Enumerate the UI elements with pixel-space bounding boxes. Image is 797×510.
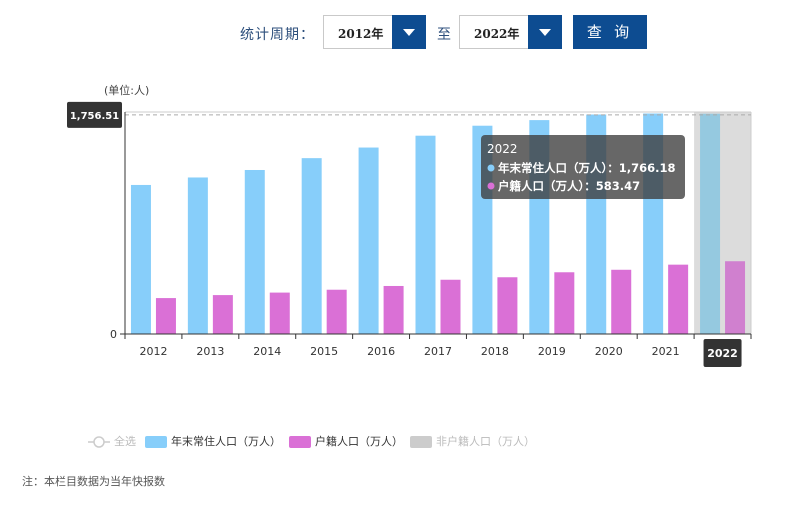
footnote: 注：本栏目数据为当年快报数 (22, 475, 165, 488)
tooltip-line-0: 年末常住人口（万人）：1,766.18 (498, 161, 676, 175)
bar-resident-2022[interactable] (700, 113, 721, 334)
unit-label: (单位:人) (104, 84, 150, 97)
end-year-select[interactable]: 2022年 (459, 15, 562, 49)
end-year-value: 2022年 (474, 27, 520, 41)
x-tick-label-2020: 2020 (595, 345, 623, 358)
bar-registered-2020[interactable] (611, 269, 632, 334)
bar-resident-2013[interactable] (187, 177, 208, 334)
legend-swatch-nonregistered (410, 436, 432, 448)
x-tick-label-2021: 2021 (652, 345, 680, 358)
start-year-value: 2012年 (338, 27, 384, 41)
bar-resident-2014[interactable] (244, 169, 265, 334)
bar-registered-2022[interactable] (725, 261, 746, 334)
to-label: 至 (437, 27, 451, 43)
legend-label-registered: 户籍人口（万人） (315, 435, 403, 448)
legend-label-resident: 年末常住人口（万人） (171, 435, 281, 448)
x-tick-label-2016: 2016 (367, 345, 395, 358)
tooltip-title: 2022 (487, 142, 518, 156)
chart-legend: 全选 年末常住人口（万人） 户籍人口（万人） 非户籍人口（万人） (0, 434, 797, 450)
x-tick-label-2012: 2012 (139, 345, 167, 358)
bar-registered-2017[interactable] (440, 279, 461, 334)
bar-resident-2015[interactable] (301, 158, 322, 334)
legend-swatch-registered (289, 436, 311, 448)
bar-registered-2016[interactable] (383, 285, 404, 334)
bar-registered-2019[interactable] (554, 272, 575, 334)
x-tick-label-2013: 2013 (196, 345, 224, 358)
tooltip-line-1: 户籍人口（万人）：583.47 (498, 179, 640, 193)
x-tick-label-2022: 2022 (707, 347, 738, 360)
start-year-select[interactable]: 2012年 (323, 15, 426, 49)
tooltip-marker-1 (487, 182, 495, 190)
x-tick-label-2019: 2019 (538, 345, 566, 358)
bar-resident-2016[interactable] (358, 147, 379, 334)
bar-registered-2018[interactable] (497, 277, 518, 334)
bar-registered-2021[interactable] (668, 264, 689, 334)
x-tick-label-2018: 2018 (481, 345, 509, 358)
x-tick-label-2014: 2014 (253, 345, 281, 358)
bar-registered-2014[interactable] (269, 292, 290, 334)
period-filter: 统计周期： 2012年 至 2022年 查 询 (0, 15, 797, 51)
x-tick-label-2017: 2017 (424, 345, 452, 358)
y-tick-label: 0 (110, 328, 117, 341)
bar-registered-2012[interactable] (155, 298, 176, 334)
chevron-down-icon[interactable] (392, 15, 426, 49)
bar-registered-2013[interactable] (212, 295, 233, 334)
select-all-icon (88, 436, 110, 448)
bar-resident-2017[interactable] (415, 135, 436, 334)
tooltip-marker-0 (487, 164, 495, 172)
period-label: 统计周期： (240, 27, 315, 43)
legend-swatch-resident (145, 436, 167, 448)
bar-resident-2012[interactable] (130, 184, 151, 334)
legend-label-nonregistered: 非户籍人口（万人） (436, 435, 535, 448)
axis-pointer-label-box (67, 101, 122, 128)
x-tick-label-2015: 2015 (310, 345, 338, 358)
query-button[interactable]: 查 询 (573, 15, 647, 49)
x-tick-highlight-box (703, 339, 742, 367)
bar-registered-2015[interactable] (326, 289, 347, 334)
tooltip-box (481, 135, 685, 199)
legend-select-all-label: 全选 (114, 435, 136, 448)
chevron-down-icon[interactable] (528, 15, 562, 49)
population-bar-chart: 1,756.51 0 2012 2013 2014 2015 2016 2017 2018 201… (67, 101, 752, 367)
axis-pointer-label: 1,756.51 (70, 111, 119, 122)
